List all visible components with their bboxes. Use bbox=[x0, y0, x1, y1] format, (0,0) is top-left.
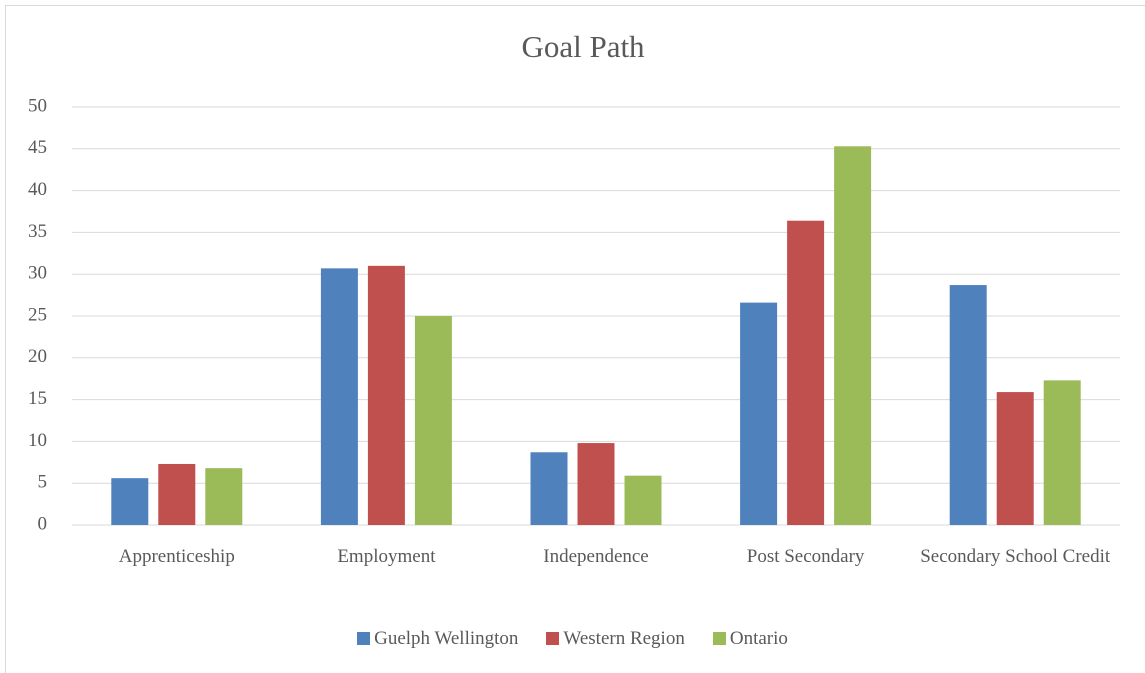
bar bbox=[320, 268, 358, 525]
bar bbox=[740, 302, 778, 525]
y-tick-label: 15 bbox=[28, 388, 47, 409]
x-tick-label: Employment bbox=[337, 546, 436, 567]
bar bbox=[787, 220, 825, 526]
legend-label: Ontario bbox=[729, 628, 788, 649]
bar bbox=[949, 285, 987, 525]
bar bbox=[624, 475, 662, 525]
bar bbox=[530, 452, 568, 525]
x-tick-label: Post Secondary bbox=[746, 546, 865, 567]
legend-swatch bbox=[357, 632, 371, 645]
y-tick-label: 20 bbox=[28, 346, 47, 367]
bar bbox=[367, 265, 405, 525]
bar bbox=[205, 468, 243, 525]
y-tick-label: 30 bbox=[28, 263, 47, 284]
legend-item: Ontario bbox=[712, 628, 788, 650]
bar bbox=[414, 316, 452, 525]
y-tick-label: 10 bbox=[28, 430, 47, 451]
bar bbox=[834, 146, 872, 526]
y-tick-label: 5 bbox=[38, 472, 48, 493]
legend-swatch bbox=[712, 632, 726, 645]
bar bbox=[1043, 380, 1081, 525]
x-tick-label: Apprenticeship bbox=[118, 546, 235, 567]
bar bbox=[577, 443, 615, 525]
y-tick-label: 0 bbox=[38, 513, 48, 534]
bar bbox=[996, 392, 1034, 525]
chart-border bbox=[5, 5, 1145, 673]
bar bbox=[111, 478, 149, 525]
y-tick-label: 40 bbox=[28, 179, 47, 200]
y-tick-label: 45 bbox=[28, 137, 47, 158]
y-tick-label: 35 bbox=[28, 221, 47, 242]
x-tick-label: Secondary School Credit bbox=[920, 546, 1111, 567]
legend-label: Western Region bbox=[563, 628, 685, 649]
y-tick-label: 25 bbox=[28, 304, 47, 325]
legend-swatch bbox=[546, 632, 560, 645]
chart-title: Goal Path bbox=[521, 29, 645, 64]
x-tick-label: Independence bbox=[543, 546, 649, 567]
legend-item: Western Region bbox=[546, 628, 685, 650]
y-tick-label: 50 bbox=[28, 95, 47, 116]
legend: Guelph Wellington Western Region Ontario bbox=[0, 628, 1145, 650]
legend-label: Guelph Wellington bbox=[374, 628, 519, 649]
bar bbox=[158, 463, 196, 525]
legend-item: Guelph Wellington bbox=[357, 628, 518, 650]
